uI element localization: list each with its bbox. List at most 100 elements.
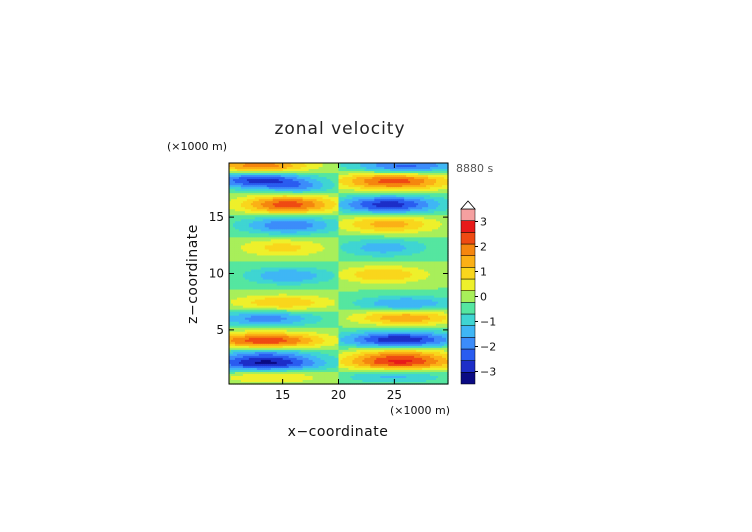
heatmap-cell (296, 317, 300, 321)
heatmap-cell (310, 325, 314, 329)
heatmap-cell (312, 281, 316, 285)
heatmap-cell (286, 317, 290, 321)
heatmap-cell (276, 275, 280, 279)
heatmap-cell (310, 187, 314, 190)
heatmap-cell (310, 309, 314, 313)
heatmap-cell (270, 365, 274, 369)
heatmap-cell (240, 237, 244, 240)
heatmap-cell (306, 253, 310, 257)
heatmap-cell (290, 245, 294, 248)
heatmap-cell (252, 305, 256, 309)
heatmap-cell (234, 279, 238, 283)
heatmap-cell (276, 231, 280, 234)
heatmap-cell (244, 289, 248, 293)
heatmap-cell (288, 297, 292, 301)
heatmap-cell (240, 351, 244, 355)
heatmap-cell (316, 221, 320, 224)
heatmap-cell (308, 353, 312, 357)
heatmap-cell (272, 353, 276, 357)
heatmap-cell (246, 167, 250, 170)
heatmap-cell (312, 223, 316, 226)
heatmap-cell (262, 187, 266, 190)
heatmap-cell (316, 295, 320, 299)
heatmap-cell (284, 271, 288, 275)
heatmap-cell (272, 215, 276, 218)
heatmap-cell (234, 323, 238, 327)
heatmap-cell (244, 283, 248, 287)
heatmap-cell (256, 343, 260, 347)
heatmap-cell (230, 371, 234, 375)
heatmap-cell (302, 323, 306, 327)
heatmap-cell (302, 289, 306, 293)
heatmap-cell (254, 233, 258, 236)
heatmap-cell (308, 351, 312, 355)
heatmap-cell (250, 227, 254, 230)
heatmap-cell (292, 341, 296, 345)
heatmap-cell (292, 299, 296, 303)
heatmap-cell (258, 263, 262, 267)
heatmap-cell (276, 219, 280, 222)
heatmap-cell (288, 303, 292, 307)
heatmap-cell (282, 317, 286, 321)
heatmap-cell (268, 317, 272, 321)
heatmap-cell (258, 281, 262, 285)
heatmap-cell (258, 199, 262, 202)
heatmap-cell (316, 367, 320, 371)
heatmap-cell (286, 289, 290, 293)
heatmap-cell (229, 205, 232, 208)
heatmap-cell (280, 185, 284, 188)
heatmap-cell (244, 317, 248, 321)
heatmap-cell (304, 275, 308, 279)
heatmap-cell (264, 183, 268, 186)
heatmap-cell (294, 177, 298, 180)
heatmap-cell (308, 381, 312, 385)
heatmap-cell (242, 361, 246, 365)
heatmap-cell (274, 183, 278, 186)
heatmap-cell (286, 255, 290, 259)
heatmap-cell (292, 343, 296, 347)
heatmap-cell (254, 315, 258, 319)
heatmap-cell (274, 267, 278, 271)
heatmap-cell (246, 335, 250, 339)
heatmap-cell (234, 185, 238, 188)
heatmap-cell (232, 201, 236, 204)
heatmap-cell (280, 191, 284, 194)
heatmap-cell (250, 359, 254, 363)
heatmap-cell (252, 205, 256, 208)
heatmap-cell (290, 297, 294, 301)
heatmap-cell (308, 289, 312, 293)
heatmap-cell (230, 363, 234, 367)
heatmap-cell (294, 313, 298, 317)
heatmap-cell (242, 283, 246, 287)
heatmap-cell (236, 215, 240, 218)
heatmap-cell (306, 269, 310, 273)
heatmap-cell (304, 201, 308, 204)
heatmap-cell (276, 277, 280, 281)
heatmap-cell (260, 351, 264, 355)
heatmap-cell (230, 331, 234, 335)
heatmap-cell (240, 371, 244, 375)
heatmap-cell (308, 365, 312, 369)
heatmap-cell (296, 319, 300, 323)
heatmap-cell (238, 255, 242, 259)
heatmap-cell (282, 271, 286, 275)
heatmap-cell (262, 277, 266, 281)
heatmap-cell (256, 163, 260, 166)
heatmap-cell (252, 349, 256, 353)
heatmap-cell (316, 165, 320, 168)
heatmap-cell (258, 279, 262, 283)
heatmap-cell (286, 371, 290, 375)
heatmap-cell (274, 305, 278, 309)
heatmap-cell (274, 357, 278, 361)
heatmap-cell (246, 199, 250, 202)
heatmap-cell (302, 319, 306, 323)
heatmap-cell (284, 379, 288, 383)
heatmap-cell (272, 279, 276, 283)
heatmap-cell (292, 365, 296, 369)
heatmap-cell (250, 299, 254, 303)
heatmap-cell (280, 221, 284, 224)
heatmap-cell (240, 203, 244, 206)
heatmap-cell (312, 315, 316, 319)
heatmap-cell (312, 287, 316, 291)
heatmap-cell (236, 259, 240, 263)
